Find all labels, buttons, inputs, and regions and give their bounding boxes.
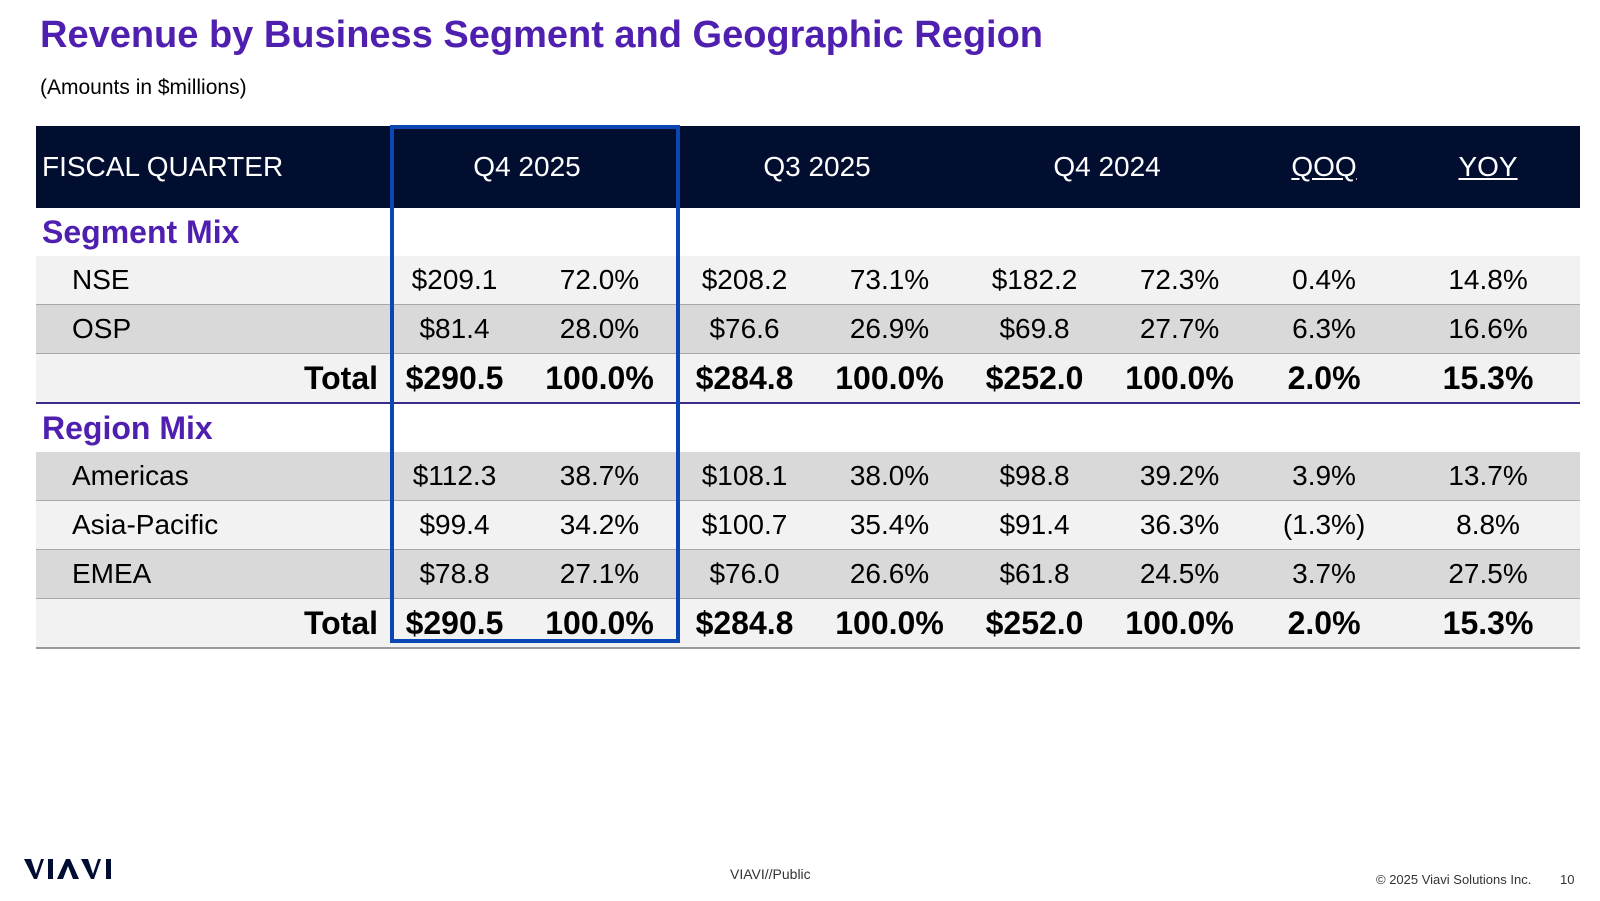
table-cell: $209.1: [382, 256, 527, 305]
region-total-row: Total $290.5 100.0% $284.8 100.0% $252.0…: [36, 598, 1581, 649]
total-cell: 100.0%: [1107, 353, 1253, 404]
table-cell: 3.9%: [1252, 452, 1397, 501]
total-cell: 100.0%: [527, 598, 673, 649]
viavi-logo: [24, 859, 111, 879]
table-cell: 73.1%: [817, 256, 963, 305]
table-cell: $182.2: [962, 256, 1108, 305]
table-cell: 28.0%: [527, 304, 673, 354]
total-cell: $284.8: [672, 598, 818, 649]
revenue-table: FISCAL QUARTER Q4 2025 Q3 2025 Q4 2024 Q…: [36, 126, 1581, 649]
row-label: EMEA: [36, 549, 382, 599]
copyright-text: © 2025 Viavi Solutions Inc.: [1376, 872, 1532, 887]
total-cell: 2.0%: [1252, 598, 1397, 649]
header-q4-2024: Q4 2024: [962, 126, 1253, 208]
total-cell: 100.0%: [527, 353, 673, 404]
total-cell: $290.5: [382, 353, 527, 404]
table-cell: $98.8: [962, 452, 1108, 501]
table-cell: 27.7%: [1107, 304, 1253, 354]
table-cell: (1.3%): [1252, 500, 1397, 550]
table-row: Americas $112.3 38.7% $108.1 38.0% $98.8…: [36, 452, 1581, 501]
table-cell: 24.5%: [1107, 549, 1253, 599]
table-cell: 34.2%: [527, 500, 673, 550]
table-cell: $112.3: [382, 452, 527, 501]
section-row: Region Mix: [36, 403, 1581, 452]
total-cell: 2.0%: [1252, 353, 1397, 404]
table-cell: $69.8: [962, 304, 1108, 354]
table-cell: $208.2: [672, 256, 818, 305]
total-cell: $284.8: [672, 353, 818, 404]
total-cell: $252.0: [962, 353, 1108, 404]
table-cell: 13.7%: [1396, 452, 1581, 501]
table-cell: 27.5%: [1396, 549, 1581, 599]
total-cell: 100.0%: [1107, 598, 1253, 649]
header-yoy: YOY: [1396, 126, 1581, 208]
table-cell: $108.1: [672, 452, 818, 501]
table-cell: 0.4%: [1252, 256, 1397, 305]
total-cell: $252.0: [962, 598, 1108, 649]
table-row: EMEA $78.8 27.1% $76.0 26.6% $61.8 24.5%…: [36, 549, 1581, 599]
page-title: Revenue by Business Segment and Geograph…: [40, 14, 1044, 56]
row-label: Asia-Pacific: [36, 500, 382, 550]
table-cell: 72.0%: [527, 256, 673, 305]
table-cell: $81.4: [382, 304, 527, 354]
table-cell: $61.8: [962, 549, 1108, 599]
table-row: OSP $81.4 28.0% $76.6 26.9% $69.8 27.7% …: [36, 304, 1581, 354]
table-cell: $100.7: [672, 500, 818, 550]
table-cell: 14.8%: [1396, 256, 1581, 305]
table-cell: 26.9%: [817, 304, 963, 354]
table-row: Asia-Pacific $99.4 34.2% $100.7 35.4% $9…: [36, 500, 1581, 550]
total-cell: $290.5: [382, 598, 527, 649]
table-cell: 26.6%: [817, 549, 963, 599]
table-cell: 3.7%: [1252, 549, 1397, 599]
total-label: Total: [36, 598, 382, 649]
total-cell: 100.0%: [817, 353, 963, 404]
section-row: Segment Mix: [36, 208, 1581, 256]
header-fiscal-quarter: FISCAL QUARTER: [36, 126, 382, 208]
segment-total-row: Total $290.5 100.0% $284.8 100.0% $252.0…: [36, 353, 1581, 404]
table-cell: $78.8: [382, 549, 527, 599]
table-cell: 35.4%: [817, 500, 963, 550]
classification-label: VIAVI//Public: [730, 866, 811, 882]
total-cell: 100.0%: [817, 598, 963, 649]
table-header-row: FISCAL QUARTER Q4 2025 Q3 2025 Q4 2024 Q…: [36, 126, 1581, 208]
table-row: NSE $209.1 72.0% $208.2 73.1% $182.2 72.…: [36, 256, 1581, 305]
region-mix-heading: Region Mix: [36, 403, 1581, 452]
page-subtitle: (Amounts in $millions): [40, 76, 247, 99]
table-cell: 38.0%: [817, 452, 963, 501]
table-cell: 8.8%: [1396, 500, 1581, 550]
header-qoq: QOQ: [1252, 126, 1397, 208]
table-cell: 36.3%: [1107, 500, 1253, 550]
page-number: 10: [1560, 872, 1575, 887]
table-cell: 6.3%: [1252, 304, 1397, 354]
total-label: Total: [36, 353, 382, 404]
table-cell: 16.6%: [1396, 304, 1581, 354]
table-cell: $99.4: [382, 500, 527, 550]
segment-mix-heading: Segment Mix: [36, 208, 1581, 256]
table-cell: $76.6: [672, 304, 818, 354]
total-cell: 15.3%: [1396, 598, 1581, 649]
header-q3-2025: Q3 2025: [672, 126, 963, 208]
table-cell: 27.1%: [527, 549, 673, 599]
table-cell: 72.3%: [1107, 256, 1253, 305]
table-cell: 38.7%: [527, 452, 673, 501]
row-label: Americas: [36, 452, 382, 501]
table-cell: 39.2%: [1107, 452, 1253, 501]
table-cell: $76.0: [672, 549, 818, 599]
total-cell: 15.3%: [1396, 353, 1581, 404]
row-label: NSE: [36, 256, 382, 305]
header-q4-2025: Q4 2025: [382, 126, 673, 208]
row-label: OSP: [36, 304, 382, 354]
table-cell: $91.4: [962, 500, 1108, 550]
